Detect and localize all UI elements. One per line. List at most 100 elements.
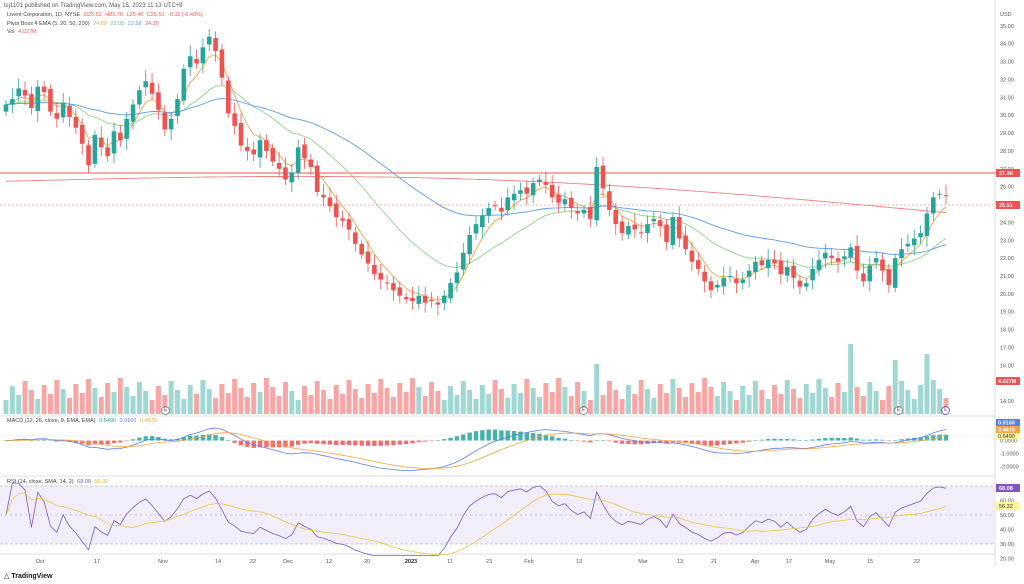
- volume-bar: [752, 381, 758, 414]
- macd-hist-bar: [213, 435, 218, 441]
- earnings-event-icon[interactable]: E: [579, 406, 588, 415]
- candle-body: [302, 144, 307, 159]
- candle-body: [346, 219, 352, 230]
- candle-body: [765, 259, 771, 269]
- price-tick: 26.00: [1000, 185, 1014, 191]
- candle-body: [219, 49, 225, 78]
- volume-bar: [784, 380, 790, 414]
- macd-hist-bar: [467, 432, 472, 441]
- macd-hist-bar: [207, 434, 212, 441]
- volume-bar: [346, 380, 352, 414]
- macd-hist-bar: [315, 440, 320, 444]
- volume-bar: [644, 389, 650, 414]
- candle-body: [632, 224, 638, 230]
- candle-body: [327, 197, 333, 207]
- candle-body: [257, 140, 263, 158]
- macd-tick: -2.0000: [1000, 464, 1019, 470]
- price-tick: 23.00: [1000, 238, 1014, 244]
- macd-hist-bar: [41, 439, 47, 441]
- candle-body: [657, 220, 663, 226]
- macd-tick: -1.0000: [1000, 451, 1019, 457]
- volume-bar: [378, 379, 384, 414]
- candle-body: [137, 90, 142, 105]
- volume-bar: [187, 385, 193, 414]
- macd-hist-bar: [384, 440, 390, 446]
- svg-text:4.027M: 4.027M: [998, 379, 1017, 385]
- volume-bar: [416, 387, 422, 414]
- volume-bar: [778, 394, 784, 414]
- upcoming-event-icon[interactable]: E: [941, 406, 950, 415]
- last-price-badge: 25.51: [996, 201, 1020, 209]
- pivot-label[interactable]: Pivot Boss 4 EMA (5, 20, 50, 200): [7, 21, 90, 27]
- volume-bar: [454, 395, 460, 414]
- symbol-title[interactable]: Livent Corporation, 1D, NYSE: [7, 12, 81, 18]
- time-tick: 12: [326, 559, 332, 565]
- volume-bar: [733, 400, 739, 414]
- volume-bar: [181, 399, 187, 414]
- candle-body: [448, 283, 453, 299]
- volume-bar: [873, 391, 879, 414]
- macd-hist-bar: [867, 439, 872, 441]
- volume-bars: [3, 344, 949, 414]
- price-axis[interactable]: USD 35.00 34.00 33.00 32.00 31.00 30.00 29.00 2…: [1000, 12, 1019, 563]
- volume-bar: [556, 378, 562, 414]
- candle-body: [168, 118, 174, 130]
- volume-bar: [105, 383, 111, 414]
- volume-bar: [537, 397, 543, 414]
- candle-body: [823, 252, 828, 259]
- macd-hist-bar: [251, 440, 256, 448]
- rsi-tick: 60.00: [1000, 499, 1014, 505]
- macd-hist-bar: [823, 437, 828, 441]
- macd-hist-bar: [346, 440, 352, 446]
- candle-body: [251, 149, 257, 155]
- candle-body: [651, 218, 657, 222]
- macd-hist-bar: [124, 440, 129, 442]
- volume-bar: [200, 380, 206, 414]
- tradingview-logo[interactable]: △ TradingView: [4, 572, 52, 580]
- volume-bar: [149, 400, 155, 414]
- volume-bar: [225, 393, 231, 414]
- volume-bar: [232, 379, 238, 414]
- rsi-value-2: 56.32: [94, 479, 109, 485]
- candle-body: [854, 245, 860, 271]
- volume-bar: [67, 398, 73, 414]
- earnings-event-icon[interactable]: E: [894, 406, 903, 415]
- volume-bar: [35, 399, 41, 414]
- macd-label[interactable]: MACD (12, 26, close, 9, EMA, EMA): [7, 418, 96, 424]
- candle-body: [460, 252, 466, 270]
- candle-body: [181, 68, 187, 101]
- indicator-lines: [5, 427, 947, 556]
- volume-bar: [867, 382, 873, 414]
- rsi-label[interactable]: RSI (14, close, SMA, 14, 2): [7, 479, 74, 485]
- macd-hist-bar: [638, 440, 644, 445]
- macd-hist-bar: [778, 439, 784, 441]
- macd-hist-bar: [283, 440, 288, 448]
- pivot-value-2: 23.05: [110, 21, 125, 27]
- macd-hist-bar: [289, 440, 295, 447]
- volume-bar: [308, 395, 314, 414]
- pane-separators: [0, 0, 996, 566]
- volume-bar: [117, 378, 123, 414]
- candle-body: [124, 118, 129, 139]
- time-axis[interactable]: Oct 17 Nov 14 22 Dec 12 20 2023 11 23 Feb 13 Mar 13 21 A…: [36, 559, 920, 565]
- vol-legend: Vol 4.027M: [7, 29, 39, 35]
- volume-bar: [352, 389, 358, 414]
- earnings-event-icon[interactable]: E: [161, 406, 170, 415]
- volume-bar: [803, 384, 809, 414]
- candle-body: [740, 279, 746, 284]
- macd-hist-bar: [569, 439, 574, 441]
- volume-bar: [340, 394, 346, 414]
- vol-label[interactable]: Vol: [7, 29, 15, 35]
- volume-bar: [892, 360, 898, 414]
- volume-bar: [683, 397, 689, 414]
- macd-hist-bar: [765, 439, 771, 441]
- svg-text:25.51: 25.51: [999, 203, 1013, 209]
- candle-body: [67, 105, 72, 117]
- candle-body: [232, 113, 237, 126]
- macd-hist-bar: [257, 440, 263, 448]
- volume-bar: [905, 390, 911, 414]
- volume-bar: [16, 395, 22, 414]
- volume-bar: [371, 393, 377, 414]
- macd-hist-bar: [931, 435, 936, 441]
